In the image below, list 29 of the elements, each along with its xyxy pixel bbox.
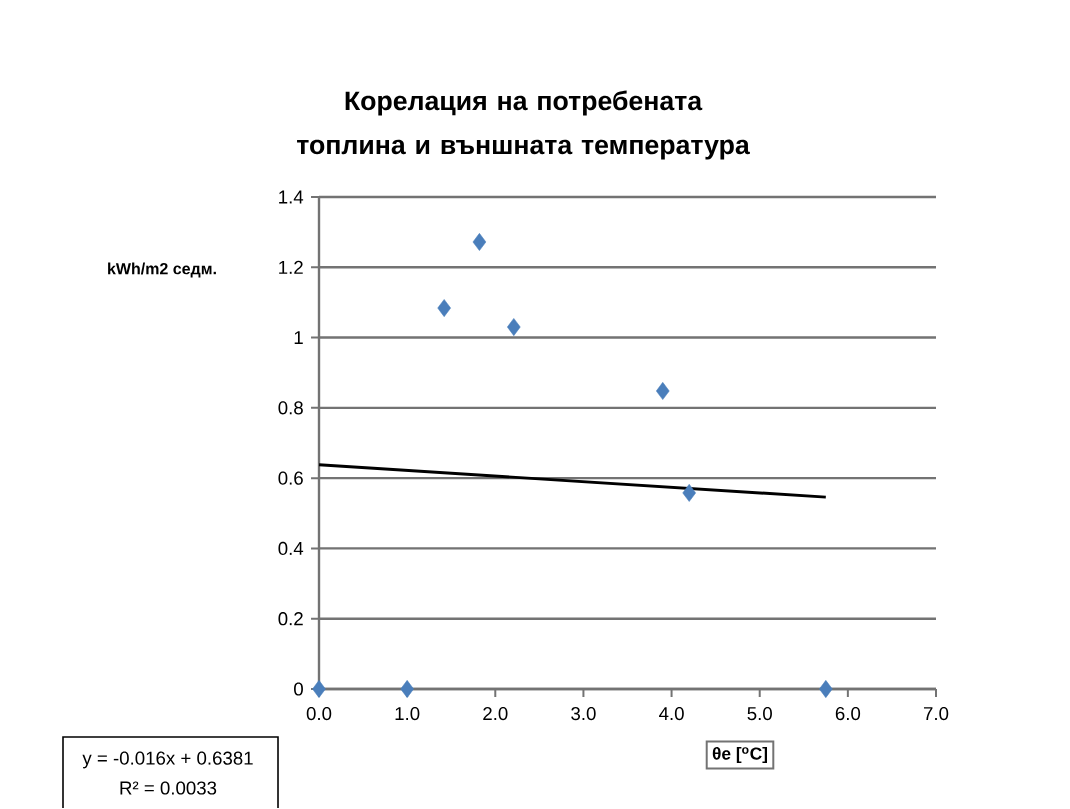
x-tick-label: 1.0 [395, 707, 420, 721]
x-tick-label: 3.0 [571, 707, 596, 721]
x-tick-label: 0.0 [306, 707, 332, 721]
x-axis-title: θe [$^{o}$C] [712, 747, 768, 764]
x-tick-label: 4.0 [659, 707, 684, 721]
chart-title: Корелация на потребената топлина и външната температура [297, 90, 750, 160]
x-tick-label: 2.0 [483, 707, 508, 721]
text: y = -0.016x + 0.6381 [82, 751, 253, 769]
point [437, 299, 451, 318]
y-tick-label: 0.4 [278, 541, 304, 556]
y-tick-label: 0.2 [278, 612, 303, 626]
point [472, 233, 487, 251]
y-tick-label: 0.6 [278, 471, 303, 485]
x-tick-label: 6.0 [835, 707, 861, 721]
point [312, 680, 326, 698]
y-tick-label: 0 [294, 682, 303, 696]
point [682, 484, 696, 502]
x-tick-label: 7.0 [923, 707, 949, 721]
y-tick-label: 1.4 [279, 190, 304, 204]
point [656, 382, 670, 400]
x-tick-label: 5.0 [747, 707, 772, 721]
y-tick-label: 0.8 [278, 401, 303, 415]
point [819, 680, 833, 698]
y-tick-label: 1 [294, 331, 303, 345]
y-axis-title: kWh/m2 седм. [108, 262, 216, 278]
point [400, 680, 414, 698]
text: R² = 0.0033 [120, 781, 217, 795]
point [507, 318, 521, 337]
y-tick-label: 1.2 [279, 260, 303, 274]
